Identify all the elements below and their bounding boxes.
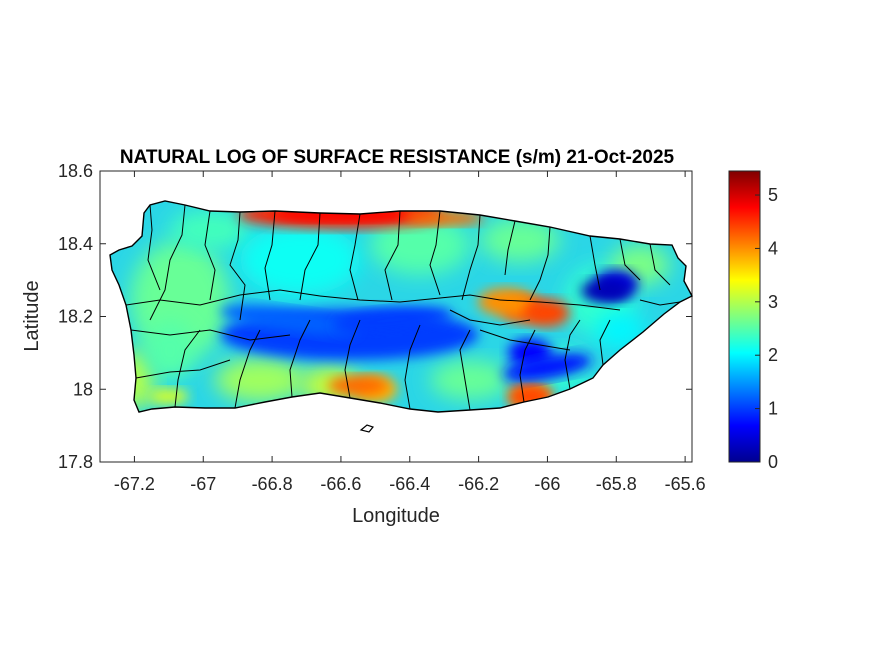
- y-tick-label: 18.6: [58, 161, 93, 181]
- municipality-boundary: [564, 319, 581, 390]
- colorbar-ticks: 0 1 2 3 4 5: [755, 185, 778, 472]
- municipality-boundary: [449, 309, 531, 326]
- municipality-boundary: [519, 329, 536, 403]
- band-shading: [580, 279, 631, 304]
- municipality-boundary: [299, 212, 321, 301]
- colorbar-tick-label: 5: [768, 185, 778, 205]
- background-blob: [595, 312, 645, 348]
- municipality-boundary: [384, 210, 401, 301]
- y-axis-label: Latitude: [21, 280, 43, 351]
- x-tick-label: -66.6: [320, 474, 361, 494]
- colorbar-tick-label: 0: [768, 452, 778, 472]
- municipality-boundary: [619, 238, 641, 281]
- municipality-boundary: [404, 324, 421, 410]
- chart-title: NATURAL LOG OF SURFACE RESISTANCE (s/m) …: [120, 147, 675, 168]
- background-blob: [240, 225, 360, 295]
- municipality-boundary: [344, 319, 361, 399]
- y-tick-label: 18: [73, 379, 93, 399]
- municipality-boundary: [147, 204, 161, 291]
- municipality-boundary: [589, 235, 601, 291]
- x-tick-label: -67: [190, 474, 216, 494]
- background-blob: [480, 218, 560, 262]
- colorbar-tick-label: 3: [768, 292, 778, 312]
- municipality-boundary: [130, 329, 291, 341]
- background-blob: [170, 210, 250, 250]
- municipality-boundary: [234, 329, 261, 409]
- municipality-boundary: [125, 289, 321, 306]
- municipality-boundary: [461, 214, 481, 301]
- colorbar-tick-label: 2: [768, 345, 778, 365]
- y-tick-label: 18.2: [58, 307, 93, 327]
- municipality-boundary: [289, 319, 311, 398]
- y-axis: 17.8 18 18.2 18.4 18.6: [58, 161, 692, 472]
- y-tick-label: 18.4: [58, 234, 93, 254]
- north-strip-shading: [404, 211, 485, 226]
- municipality-boundary: [229, 211, 246, 321]
- x-tick-label: -67.2: [114, 474, 155, 494]
- x-tick-label: -65.8: [596, 474, 637, 494]
- high-shading: [525, 298, 570, 327]
- colorbar-tick-label: 4: [768, 238, 778, 258]
- municipality-boundary: [204, 210, 216, 301]
- municipality-boundary: [529, 226, 551, 301]
- south-shading: [328, 375, 389, 396]
- municipality-boundary: [504, 220, 516, 276]
- municipality-boundary: [264, 210, 276, 301]
- high-shading: [478, 287, 535, 316]
- municipality-boundary: [639, 299, 681, 306]
- colorbar: [728, 170, 761, 463]
- background-blob: [145, 320, 195, 380]
- municipality-boundary: [479, 329, 571, 351]
- band-shading: [503, 353, 592, 382]
- vieques-islet: [359, 424, 375, 433]
- band-shading: [332, 306, 453, 334]
- x-tick-label: -66.2: [458, 474, 499, 494]
- colorbar-tick-label: 1: [768, 399, 778, 419]
- x-axis: -67.2 -67 -66.8 -66.6 -66.4 -66.2 -66 -65.8 -65.…: [114, 171, 706, 494]
- municipality-boundary: [459, 329, 471, 411]
- band-shading: [219, 304, 359, 336]
- municipality-boundary: [499, 299, 621, 311]
- municipality-boundary: [174, 329, 201, 408]
- x-axis-label: Longitude: [352, 505, 440, 527]
- municipality-boundary: [135, 359, 231, 379]
- island-outline: [109, 200, 693, 413]
- municipality-boundary: [599, 319, 611, 366]
- x-tick-label: -66.4: [389, 474, 430, 494]
- municipality-boundaries: [125, 204, 681, 411]
- x-tick-label: -65.6: [665, 474, 706, 494]
- municipality-boundary: [319, 294, 501, 303]
- background-blob: [430, 360, 510, 400]
- municipality-boundary: [349, 213, 361, 301]
- municipality-boundary: [429, 210, 441, 296]
- background-blob: [215, 358, 305, 402]
- x-tick-label: -66: [534, 474, 560, 494]
- south-shading: [148, 388, 189, 405]
- x-tick-label: -66.8: [252, 474, 293, 494]
- municipality-boundary: [649, 243, 671, 286]
- background-blob: [370, 215, 470, 275]
- y-tick-label: 17.8: [58, 452, 93, 472]
